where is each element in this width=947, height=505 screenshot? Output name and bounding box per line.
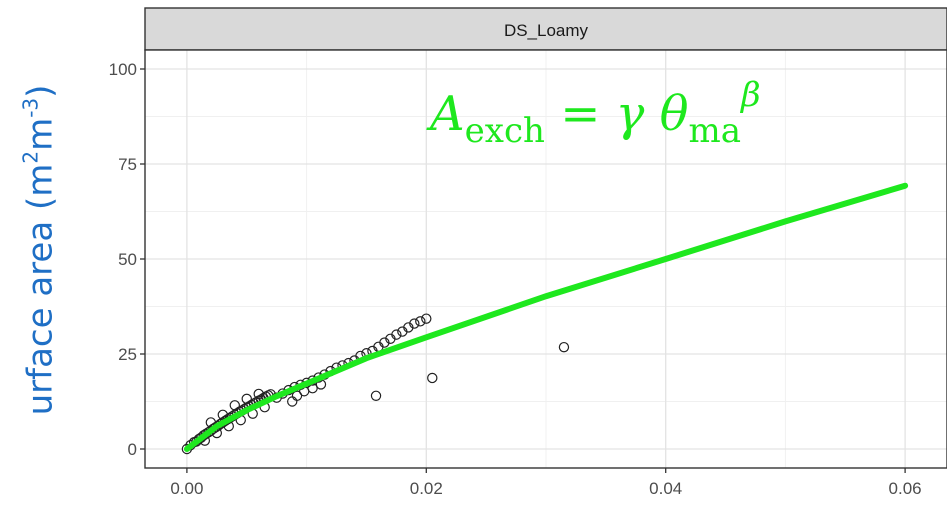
data-point	[291, 390, 303, 401]
y-tick-label: 0	[128, 440, 137, 459]
fit-line	[183, 182, 909, 452]
y-tick-label: 25	[118, 345, 137, 364]
x-tick-label: 0.04	[649, 479, 682, 498]
data-point	[253, 388, 264, 400]
data-point	[229, 400, 240, 411]
x-tick-label: 0.02	[410, 479, 443, 498]
facet-strip-title: DS_Loamy	[504, 21, 589, 40]
y-tick-label: 100	[109, 60, 137, 79]
equation-equals: =	[545, 86, 616, 142]
equation-equals-sign: =	[560, 86, 601, 142]
grid	[145, 50, 947, 468]
data-point	[427, 372, 438, 384]
data-point	[391, 329, 402, 340]
data-point	[558, 341, 570, 353]
data-point	[370, 390, 382, 401]
data-point	[421, 313, 432, 324]
equation-theta: θ	[659, 86, 689, 142]
y-axis: 0 25 50 75 100	[109, 60, 145, 459]
data-point	[415, 316, 426, 327]
data-point	[403, 322, 414, 333]
facet-strip: DS_Loamy	[144, 7, 947, 51]
equation-lhs-subscript: exch	[464, 111, 545, 151]
data-point	[379, 337, 390, 348]
facet-strip-background	[144, 7, 947, 51]
x-tick-label: 0.00	[170, 479, 203, 498]
equation-lhs-symbol: A	[430, 86, 465, 142]
data-point	[409, 318, 420, 329]
data-point	[241, 393, 252, 405]
y-tick-label: 50	[118, 250, 137, 269]
x-axis: 0.00 0.02 0.04 0.06	[170, 468, 922, 498]
equation-theta-subscript: ma	[688, 111, 742, 151]
model-equation: Aexch = γ θmaβ	[430, 78, 761, 148]
x-tick-label: 0.06	[889, 479, 922, 498]
equation-gamma: γ	[615, 86, 645, 142]
equation-exponent-beta: β	[741, 75, 761, 115]
data-point	[217, 409, 229, 420]
y-tick-label: 75	[118, 155, 137, 174]
